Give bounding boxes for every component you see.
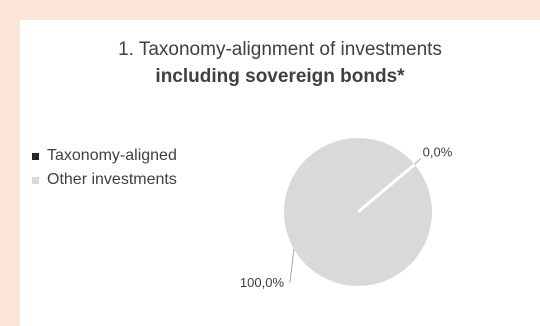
data-label-taxonomy-aligned: 0,0% [423, 144, 453, 159]
chart-card: 1. Taxonomy-alignment of investments inc… [20, 20, 540, 326]
pie-slices [284, 138, 432, 286]
pie-chart: 0,0% 100,0% [20, 20, 540, 326]
data-label-other-investments: 100,0% [240, 275, 285, 290]
leader-line-taxonomy-aligned [415, 158, 421, 164]
leader-line-other-investments [290, 249, 294, 283]
